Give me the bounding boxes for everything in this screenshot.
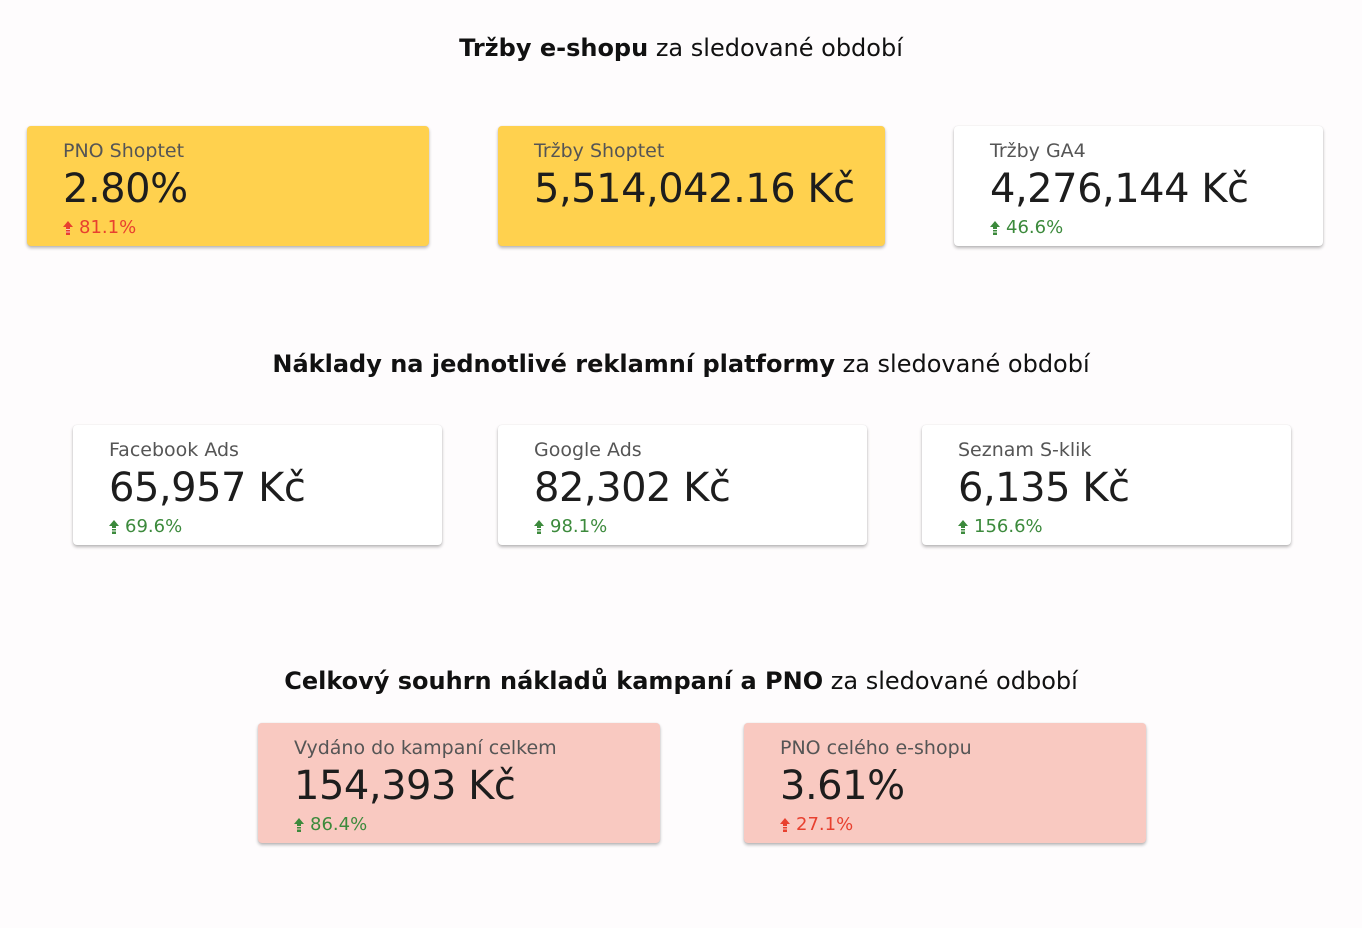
- scorecard-change: 86.4%: [294, 813, 367, 837]
- scorecard-value: 4,276,144 Kč: [990, 166, 1249, 212]
- scorecard-label: Vydáno do kampaní celkem: [294, 737, 557, 759]
- arrow-up-icon: [534, 520, 544, 534]
- scorecard-value: 6,135 Kč: [958, 465, 1130, 511]
- scorecard-change-value: 27.1%: [796, 814, 854, 835]
- scorecard-value: 3.61%: [780, 763, 905, 809]
- scorecard-label: Tržby Shoptet: [534, 140, 665, 162]
- scorecard-pno-shoptet[interactable]: PNO Shoptet 2.80% 81.1%: [27, 126, 429, 246]
- scorecard-label: Google Ads: [534, 439, 642, 461]
- section-title-bold: Náklady na jednotlivé reklamní platformy: [272, 350, 835, 378]
- scorecard-trzby-shoptet[interactable]: Tržby Shoptet 5,514,042.16 Kč: [498, 126, 885, 246]
- section-title-bold: Tržby e-shopu: [459, 34, 649, 62]
- scorecard-change-value: 69.6%: [125, 516, 183, 537]
- section-title-rest: za sledované období: [648, 34, 903, 62]
- scorecard-label: PNO Shoptet: [63, 140, 185, 162]
- scorecard-value: 154,393 Kč: [294, 763, 516, 809]
- scorecard-value: 82,302 Kč: [534, 465, 731, 511]
- scorecard-google-ads[interactable]: Google Ads 82,302 Kč 98.1%: [498, 425, 867, 545]
- scorecard-label: Seznam S-klik: [958, 439, 1092, 461]
- scorecard-change: 81.1%: [63, 216, 136, 240]
- scorecard-pno-eshop[interactable]: PNO celého e-shopu 3.61% 27.1%: [744, 723, 1146, 843]
- scorecard-change-value: 86.4%: [310, 814, 368, 835]
- arrow-up-icon: [294, 818, 304, 832]
- scorecard-value: 2.80%: [63, 166, 188, 212]
- scorecard-campaign-spend-total[interactable]: Vydáno do kampaní celkem 154,393 Kč 86.4…: [258, 723, 660, 843]
- scorecard-change: 156.6%: [958, 515, 1043, 539]
- arrow-up-icon: [63, 221, 73, 235]
- scorecard-trzby-ga4[interactable]: Tržby GA4 4,276,144 Kč 46.6%: [954, 126, 1323, 246]
- scorecard-change-value: 46.6%: [1006, 217, 1064, 238]
- section-title-rest: za sledované období: [834, 350, 1090, 378]
- scorecard-change: 46.6%: [990, 216, 1063, 240]
- arrow-up-icon: [958, 520, 968, 534]
- scorecard-change: 98.1%: [534, 515, 607, 539]
- arrow-up-icon: [109, 520, 119, 534]
- section-title-bold: Celkový souhrn nákladů kampaní a PNO: [284, 667, 824, 695]
- scorecard-label: PNO celého e-shopu: [780, 737, 972, 759]
- scorecard-label: Tržby GA4: [990, 140, 1086, 162]
- arrow-up-icon: [990, 221, 1000, 235]
- scorecard-change-value: 81.1%: [79, 217, 137, 238]
- scorecard-seznam-sklik[interactable]: Seznam S-klik 6,135 Kč 156.6%: [922, 425, 1291, 545]
- section-title-campaign-summary: Celkový souhrn nákladů kampaní a PNO za …: [0, 665, 1362, 697]
- scorecard-value: 65,957 Kč: [109, 465, 306, 511]
- arrow-up-icon: [780, 818, 790, 832]
- section-title-eshop-revenue: Tržby e-shopu za sledované období: [0, 32, 1362, 64]
- scorecard-change: 69.6%: [109, 515, 182, 539]
- scorecard-label: Facebook Ads: [109, 439, 239, 461]
- section-title-platform-costs: Náklady na jednotlivé reklamní platformy…: [0, 348, 1362, 380]
- scorecard-value: 5,514,042.16 Kč: [534, 166, 855, 212]
- scorecard-change-value: 98.1%: [550, 516, 608, 537]
- scorecard-change-value: 156.6%: [974, 516, 1043, 537]
- scorecard-change: 27.1%: [780, 813, 853, 837]
- scorecard-facebook-ads[interactable]: Facebook Ads 65,957 Kč 69.6%: [73, 425, 442, 545]
- section-title-rest: za sledované odbobí: [823, 667, 1078, 695]
